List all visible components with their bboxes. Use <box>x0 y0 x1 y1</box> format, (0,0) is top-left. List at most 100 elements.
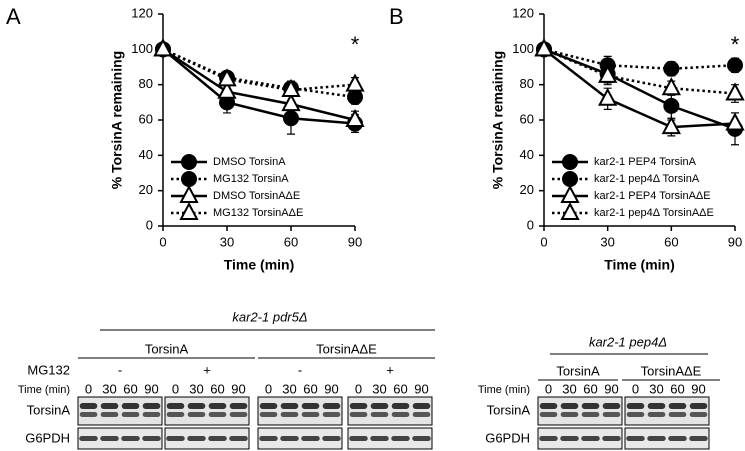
band <box>259 412 278 417</box>
band <box>647 436 666 441</box>
x-tick-label: 0 <box>159 234 166 249</box>
legend-marker <box>181 171 197 187</box>
band <box>689 436 708 441</box>
band <box>668 412 687 417</box>
y-tick-label: 100 <box>512 41 534 56</box>
series-line <box>162 48 356 125</box>
series-line <box>162 48 356 122</box>
time-value: 0 <box>632 381 639 396</box>
x-axis-title: Time (min) <box>224 257 295 273</box>
data-point <box>534 38 554 57</box>
band <box>412 436 431 441</box>
band <box>121 403 140 409</box>
band <box>322 412 341 417</box>
blot-box <box>624 427 710 450</box>
y-tick-label: 120 <box>131 5 153 20</box>
x-tick-label: 90 <box>728 234 742 249</box>
band <box>208 403 227 409</box>
y-tick-label: 40 <box>520 147 534 162</box>
x-tick-label: 60 <box>284 234 298 249</box>
band <box>412 412 431 417</box>
y-axis-title: % TorsinA remaining <box>109 51 125 189</box>
x-tick-label: 30 <box>600 234 614 249</box>
legend-marker <box>179 184 199 203</box>
band <box>187 412 206 417</box>
panel-label: A <box>6 4 21 29</box>
y-tick-label: 40 <box>139 147 153 162</box>
y-tick-label: 20 <box>520 182 534 197</box>
band <box>166 412 185 417</box>
row-label: G6PDH <box>485 430 530 445</box>
treatment-sign: + <box>203 362 211 377</box>
group-label: TorsinA <box>556 363 600 378</box>
data-point <box>661 115 681 135</box>
x-tick-label: 60 <box>664 234 678 249</box>
band <box>100 403 119 409</box>
y-tick-label: 60 <box>520 111 534 126</box>
band <box>280 412 299 417</box>
legend-label: kar2-1 PEP4 TorsinA <box>594 156 697 168</box>
group-label: TorsinAΔE <box>316 341 377 356</box>
data-point <box>663 60 680 77</box>
legend-marker <box>562 154 578 170</box>
time-value: 60 <box>583 381 597 396</box>
band <box>581 403 600 409</box>
time-value: 0 <box>545 381 552 396</box>
band <box>166 403 185 409</box>
band <box>79 403 98 409</box>
legend-marker <box>179 201 199 220</box>
band <box>208 436 227 441</box>
time-value: 60 <box>123 381 137 396</box>
band <box>581 436 600 441</box>
data-point <box>598 87 618 106</box>
blot-box <box>624 396 710 426</box>
time-value: 90 <box>604 381 618 396</box>
band <box>259 436 278 441</box>
time-value: 0 <box>172 381 179 396</box>
band <box>689 412 708 417</box>
band <box>100 436 119 441</box>
legend-label: kar2-1 pep4Δ TorsinAΔE <box>594 207 714 219</box>
annotation: * <box>731 32 740 57</box>
time-value: 30 <box>102 381 116 396</box>
y-tick-label: 120 <box>512 5 534 20</box>
blot-box <box>77 396 163 426</box>
data-point <box>281 78 301 97</box>
series-line <box>543 48 736 129</box>
band <box>349 412 368 417</box>
time-value: 30 <box>189 381 203 396</box>
data-point <box>281 92 301 112</box>
time-value: 60 <box>210 381 224 396</box>
band <box>301 412 320 417</box>
panel-label: B <box>389 4 404 29</box>
band <box>280 403 299 409</box>
time-value: 30 <box>562 381 576 396</box>
series-line <box>543 48 736 131</box>
time-value: 90 <box>414 381 428 396</box>
band <box>187 436 206 441</box>
blot-box <box>257 427 343 450</box>
blot-box <box>164 427 250 450</box>
band <box>208 412 227 417</box>
band <box>121 412 140 417</box>
group-label: TorsinAΔE <box>641 363 702 378</box>
x-tick-label: 30 <box>220 234 234 249</box>
band <box>560 436 579 441</box>
legend-marker <box>181 154 197 170</box>
x-tick-label: 0 <box>540 234 547 249</box>
band <box>560 412 579 417</box>
y-tick-label: 20 <box>139 182 153 197</box>
band <box>539 436 558 441</box>
legend-marker <box>560 184 580 203</box>
blot-title: kar2-1 pdr5Δ <box>232 309 307 324</box>
band <box>229 403 248 409</box>
legend-label: MG132 TorsinAΔE <box>213 207 303 219</box>
band <box>626 412 645 417</box>
band <box>647 412 666 417</box>
blot-box <box>347 427 433 450</box>
time-label: Time (min) <box>18 384 70 396</box>
band <box>581 412 600 417</box>
band <box>391 403 410 409</box>
band <box>626 403 645 409</box>
